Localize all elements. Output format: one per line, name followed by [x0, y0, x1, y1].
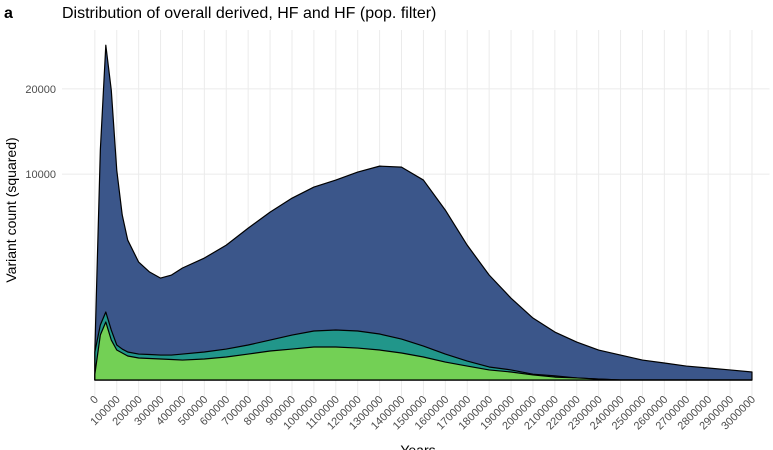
chart-title: Distribution of overall derived, HF and …: [62, 5, 436, 22]
y-axis-label: Variant count (squared): [3, 137, 19, 282]
y-tick-label: 20000: [25, 84, 56, 96]
area: [94, 44, 753, 381]
x-axis-label: Years: [400, 442, 435, 450]
panel-label: a: [4, 5, 13, 22]
area: [94, 321, 753, 381]
y-tick-label: 10000: [25, 169, 56, 181]
